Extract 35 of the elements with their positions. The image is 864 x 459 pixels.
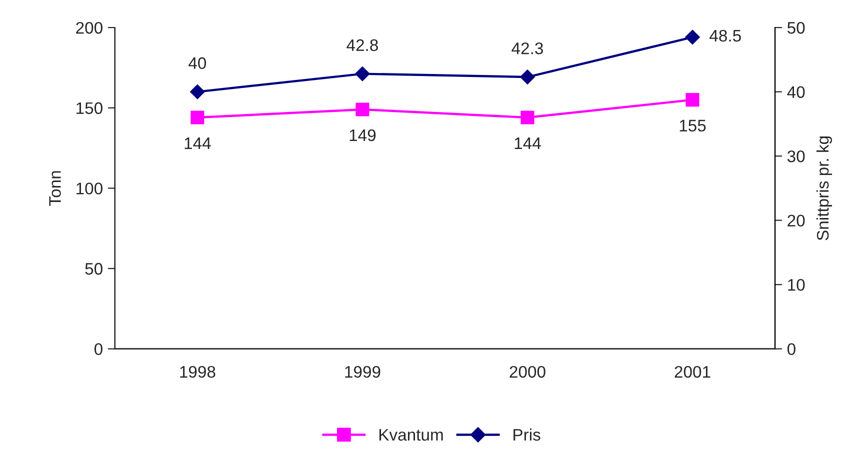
- y-tick-label: 150: [76, 102, 102, 114]
- y-tick-label: 200: [76, 22, 102, 34]
- data-label: 144: [184, 138, 211, 150]
- y2-tick-label: 40: [787, 86, 805, 98]
- data-label: 144: [514, 138, 541, 150]
- data-label: 40: [188, 57, 206, 70]
- data-label: 155: [680, 120, 706, 132]
- x-tick-label: 1999: [345, 366, 380, 378]
- y-tick-label: 0: [94, 343, 102, 356]
- y-tick-label: 100: [76, 182, 102, 194]
- y2-tick-label: 10: [788, 278, 805, 291]
- y2-tick-label: 20: [788, 214, 805, 227]
- x-tick-label: 2001: [674, 366, 710, 378]
- y2-tick-label: 50: [787, 22, 805, 34]
- data-label: 42.8: [346, 39, 378, 52]
- point: [190, 84, 205, 100]
- point: [520, 70, 535, 84]
- point: [190, 110, 204, 124]
- data-label: 48.5: [710, 30, 741, 42]
- point: [685, 30, 700, 45]
- point: [520, 110, 534, 124]
- legend-label: Kvantum: [379, 429, 443, 441]
- data-label: 149: [350, 129, 376, 142]
- x-tick-label: 1998: [180, 366, 216, 378]
- y-tick-label: 50: [85, 262, 102, 275]
- x-tick-label: 2000: [510, 366, 546, 378]
- data-label: 42.3: [512, 42, 543, 54]
- y2-tick-label: 30: [787, 150, 805, 162]
- y2-tick-label: 0: [787, 343, 796, 356]
- y-axis-title: Tonn: [49, 171, 61, 206]
- legend-label: Pris: [514, 428, 540, 441]
- point: [686, 93, 700, 107]
- y2-axis-title: Snittpris pr. kg: [816, 136, 832, 240]
- point: [355, 66, 370, 82]
- point: [356, 102, 370, 116]
